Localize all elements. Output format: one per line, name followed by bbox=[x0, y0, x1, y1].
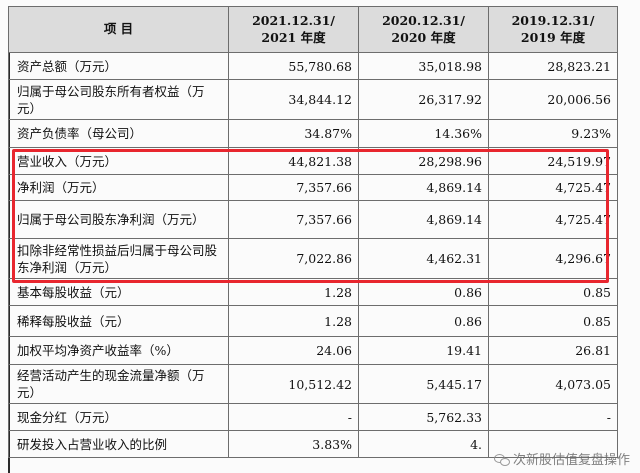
table-row: 营业收入（万元） 44,821.38 28,298.96 24,519.97 bbox=[8, 147, 618, 175]
table-header-row: 项 目 2021.12.31/2021 年度 2020.12.31/2020 年… bbox=[8, 6, 618, 53]
cell-2020: 5,762.33 bbox=[358, 403, 489, 431]
cell-2019: 4,073.05 bbox=[488, 364, 618, 404]
cell-2020: 4. bbox=[358, 430, 489, 458]
cell-2019: 4,296.67 bbox=[488, 238, 618, 279]
table-row: 稀释每股收益（元） 1.28 0.86 0.85 bbox=[8, 305, 618, 337]
table-row: 归属于母公司股东所有者权益（万元） 34,844.12 26,317.92 20… bbox=[8, 79, 618, 120]
table-row: 扣除非经常性损益后归属于母公司股东净利润（万元） 7,022.86 4,462.… bbox=[8, 238, 618, 279]
header-2020: 2020.12.31/2020 年度 bbox=[358, 6, 489, 53]
row-label: 加权平均净资产收益率（%） bbox=[8, 336, 229, 365]
cell-2021: 7,022.86 bbox=[228, 238, 359, 279]
cell-2020: 19.41 bbox=[358, 336, 489, 365]
cell-2021: 7,357.66 bbox=[228, 200, 359, 239]
row-label: 归属于母公司股东所有者权益（万元） bbox=[8, 79, 229, 120]
watermark: 次新股估值复盘操作 bbox=[493, 449, 630, 468]
cell-2020: 35,018.98 bbox=[358, 52, 489, 80]
header-2021: 2021.12.31/2021 年度 bbox=[228, 6, 359, 53]
row-label: 资产总额（万元） bbox=[8, 52, 229, 80]
cell-2019: 20,006.56 bbox=[488, 79, 618, 120]
cell-2019: 26.81 bbox=[488, 336, 618, 365]
row-label: 扣除非经常性损益后归属于母公司股东净利润（万元） bbox=[8, 238, 229, 279]
row-label: 稀释每股收益（元） bbox=[8, 305, 229, 337]
cell-2019: 28,823.21 bbox=[488, 52, 618, 80]
cell-2021: 1.28 bbox=[228, 278, 359, 306]
header-item: 项 目 bbox=[8, 6, 229, 53]
cell-2021: 10,512.42 bbox=[228, 364, 359, 404]
watermark-text: 次新股估值复盘操作 bbox=[512, 453, 630, 468]
table-row: 净利润（万元） 7,357.66 4,869.14 4,725.47 bbox=[8, 174, 618, 201]
table-row: 经营活动产生的现金流量净额（万元） 10,512.42 5,445.17 4,0… bbox=[8, 364, 618, 404]
cell-2021: 24.06 bbox=[228, 336, 359, 365]
cell-2020: 4,462.31 bbox=[358, 238, 489, 279]
table-row: 资产负债率（母公司） 34.87% 14.36% 9.23% bbox=[8, 119, 618, 148]
cell-2020: 14.36% bbox=[358, 119, 489, 148]
cell-2019: 4,725.47 bbox=[488, 200, 618, 239]
cell-2020: 4,869.14 bbox=[358, 174, 489, 201]
wechat-icon bbox=[493, 453, 510, 466]
row-label: 资产负债率（母公司） bbox=[8, 119, 229, 148]
cell-2021: 34.87% bbox=[228, 119, 359, 148]
cell-2020: 26,317.92 bbox=[358, 79, 489, 120]
table-row: 基本每股收益（元） 1.28 0.86 0.85 bbox=[8, 278, 618, 306]
financial-table: 项 目 2021.12.31/2021 年度 2020.12.31/2020 年… bbox=[8, 6, 618, 458]
row-label: 营业收入（万元） bbox=[8, 147, 229, 175]
cell-2021: 3.83% bbox=[228, 430, 359, 458]
table-row: 资产总额（万元） 55,780.68 35,018.98 28,823.21 bbox=[8, 52, 618, 80]
cell-2020: 5,445.17 bbox=[358, 364, 489, 404]
cell-2020: 0.86 bbox=[358, 278, 489, 306]
cell-2020: 4,869.14 bbox=[358, 200, 489, 239]
cell-2021: 34,844.12 bbox=[228, 79, 359, 120]
header-2019: 2019.12.31/2019 年度 bbox=[488, 6, 618, 53]
row-label: 研发投入占营业收入的比例 bbox=[8, 430, 229, 458]
row-label: 归属于母公司股东净利润（万元） bbox=[8, 200, 229, 239]
cell-2019: 4,725.47 bbox=[488, 174, 618, 201]
row-label: 经营活动产生的现金流量净额（万元） bbox=[8, 364, 229, 404]
cell-2019: 9.23% bbox=[488, 119, 618, 148]
cell-2019: - bbox=[488, 403, 618, 431]
table-row: 归属于母公司股东净利润（万元） 7,357.66 4,869.14 4,725.… bbox=[8, 200, 618, 239]
row-label: 现金分红（万元） bbox=[8, 403, 229, 431]
cell-2019: 24,519.97 bbox=[488, 147, 618, 175]
table-row: 现金分红（万元） - 5,762.33 - bbox=[8, 403, 618, 431]
cell-2019 bbox=[488, 430, 618, 458]
cell-2019: 0.85 bbox=[488, 278, 618, 306]
row-label: 基本每股收益（元） bbox=[8, 278, 229, 306]
table-row: 研发投入占营业收入的比例 3.83% 4. bbox=[8, 430, 618, 458]
cell-2020: 28,298.96 bbox=[358, 147, 489, 175]
cell-2021: - bbox=[228, 403, 359, 431]
cell-2021: 44,821.38 bbox=[228, 147, 359, 175]
cell-2020: 0.86 bbox=[358, 305, 489, 337]
row-label: 净利润（万元） bbox=[8, 174, 229, 201]
cell-2021: 1.28 bbox=[228, 305, 359, 337]
table-row: 加权平均净资产收益率（%） 24.06 19.41 26.81 bbox=[8, 336, 618, 365]
cell-2021: 55,780.68 bbox=[228, 52, 359, 80]
cell-2019: 0.85 bbox=[488, 305, 618, 337]
cell-2021: 7,357.66 bbox=[228, 174, 359, 201]
